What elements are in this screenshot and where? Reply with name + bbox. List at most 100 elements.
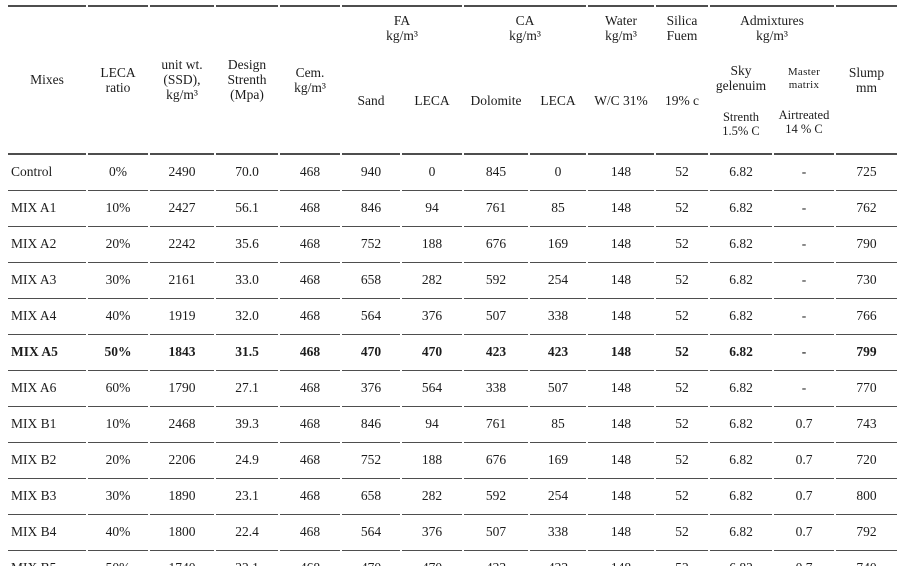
cell-silica: 52 [656,513,708,550]
table-header: Mixes LECA ratio unit wt. (SSD), kg/m³ D… [8,5,897,155]
cell-mix: Control [11,164,53,180]
cell-silica: 52 [656,369,708,406]
cell-design-strength: 23.1 [216,477,278,514]
cell-slump: 790 [836,225,897,262]
cell-fa-leca: 188 [402,441,462,478]
cell-cement: 468 [280,441,340,478]
cell-admix-master: 0.7 [774,405,834,442]
cell-admix-master: - [801,164,807,180]
cell-slump: 792 [836,513,897,550]
cell-fa-leca: 282 [402,261,462,298]
col-header-slump: Slump mm [836,5,897,155]
col-header-fa-sand: Sand [342,49,400,155]
cell-design-strength: 56.1 [216,189,278,226]
cell-fa-leca: 94 [402,405,462,442]
cell-fa-sand: 846 [342,405,400,442]
cell-cement: 468 [280,225,340,262]
table-row: MIX A6 60% 1790 27.1 468 376 564 338 507 148 52 6.8… [8,369,897,406]
table-row: MIX A1 10% 2427 56.1 468 846 94 761 85 148 52 6.82-… [8,189,897,226]
cell-ca-dolomite: 423 [464,549,528,566]
cell-ca-leca: 338 [530,513,586,550]
cell-slump: 720 [836,441,897,478]
cell-leca-ratio: 40% [88,297,148,334]
admix-sky-dose: Strenth 1.5% C [722,110,760,138]
cell-unit-wt: 2427 [150,189,214,226]
cell-ca-dolomite: 423 [464,333,528,370]
cell-fa-leca: 376 [402,297,462,334]
cell-unit-wt: 2206 [150,441,214,478]
col-header-water: Water kg/m³ [588,5,654,49]
cell-mix: MIX A5 [8,333,86,370]
col-header-silica-fume: Silica Fuem [656,5,708,49]
cell-silica: 52 [656,225,708,262]
cell-slump: 730 [836,261,897,298]
cell-silica: 52 [656,333,708,370]
col-header-mixes: Mixes [8,5,86,155]
cell-fa-leca: 282 [402,477,462,514]
cell-leca-ratio: 40% [88,513,148,550]
cell-fa-sand: 940 [360,164,382,180]
cell-water: 148 [588,477,654,514]
cell-fa-sand: 752 [342,225,400,262]
col-header-leca-ratio: LECA ratio [88,5,148,155]
cell-water: 148 [588,333,654,370]
cell-mix: MIX B4 [8,513,86,550]
cell-silica: 52 [656,297,708,334]
cell-ca-leca: 0 [554,164,562,180]
cell-admix-master: - [774,189,834,226]
cell-admix-sky: 6.82 [710,477,772,514]
cell-fa-leca: 470 [402,549,462,566]
col-header-unit-weight: unit wt. (SSD), kg/m³ [150,5,214,155]
cell-slump: 766 [836,297,897,334]
cell-unit-wt: 2468 [150,405,214,442]
cell-admix-master: - [774,261,834,298]
table-row: MIX B3 30% 1890 23.1 468 658 282 592 254 148 52 6.8… [8,477,897,514]
cell-silica: 52 [656,441,708,478]
cell-leca-ratio: 30% [88,477,148,514]
cell-silica: 52 [656,477,708,514]
mix-design-table: Mixes LECA ratio unit wt. (SSD), kg/m³ D… [6,5,899,566]
cell-admix-sky: 6.82 [710,333,772,370]
cell-fa-sand: 564 [342,513,400,550]
table-row: MIX A2 20% 2242 35.6 468 752 188 676 169 148 52 6.8… [8,225,897,262]
cell-slump: 770 [836,369,897,406]
cell-cement: 468 [280,477,340,514]
cell-fa-sand: 846 [342,189,400,226]
cell-design-strength: 27.1 [216,369,278,406]
cell-design-strength: 22.1 [216,549,278,566]
cell-water: 148 [588,549,654,566]
cell-ca-leca: 254 [530,477,586,514]
col-group-ca: CA kg/m³ [464,5,586,49]
cell-ca-dolomite: 676 [464,441,528,478]
cell-mix: MIX A4 [8,297,86,334]
table-row: MIX A3 30% 2161 33.0 468 658 282 592 254 148 52 6.8… [8,261,897,298]
cell-admix-master: 0.7 [774,441,834,478]
cell-fa-leca: 470 [402,333,462,370]
admix-master-name: Master matrix [787,66,821,91]
cell-admix-sky: 6.82 [729,164,753,180]
cell-admix-master: 0.7 [774,513,834,550]
cell-cement: 468 [280,261,340,298]
col-subheader-silica-dose: 19% c [656,49,708,155]
cell-ca-dolomite: 676 [464,225,528,262]
table-row: Control 0% 2490 70.0 468 940 0 845 0 148 52 6.82 - 72… [8,155,897,190]
cell-design-strength: 22.4 [216,513,278,550]
cell-unit-wt: 1890 [150,477,214,514]
cell-silica: 52 [656,189,708,226]
cell-ca-dolomite: 761 [464,405,528,442]
cell-unit-wt: 1740 [150,549,214,566]
cell-unit-wt: 2490 [168,164,196,180]
cell-silica: 52 [656,549,708,566]
table-row: MIX A5 50% 1843 31.5 468 470 470 423 423 148 52 6.8… [8,333,897,370]
cell-admix-sky: 6.82 [710,225,772,262]
cell-fa-sand: 564 [342,297,400,334]
cell-water: 148 [588,297,654,334]
cell-cement: 468 [280,369,340,406]
cell-design-strength: 31.5 [216,333,278,370]
cell-admix-master: - [774,297,834,334]
cell-cement: 468 [299,164,321,180]
cell-slump: 725 [856,164,877,180]
cell-water: 148 [588,189,654,226]
cell-leca-ratio: 60% [88,369,148,406]
cell-mix: MIX B2 [8,441,86,478]
